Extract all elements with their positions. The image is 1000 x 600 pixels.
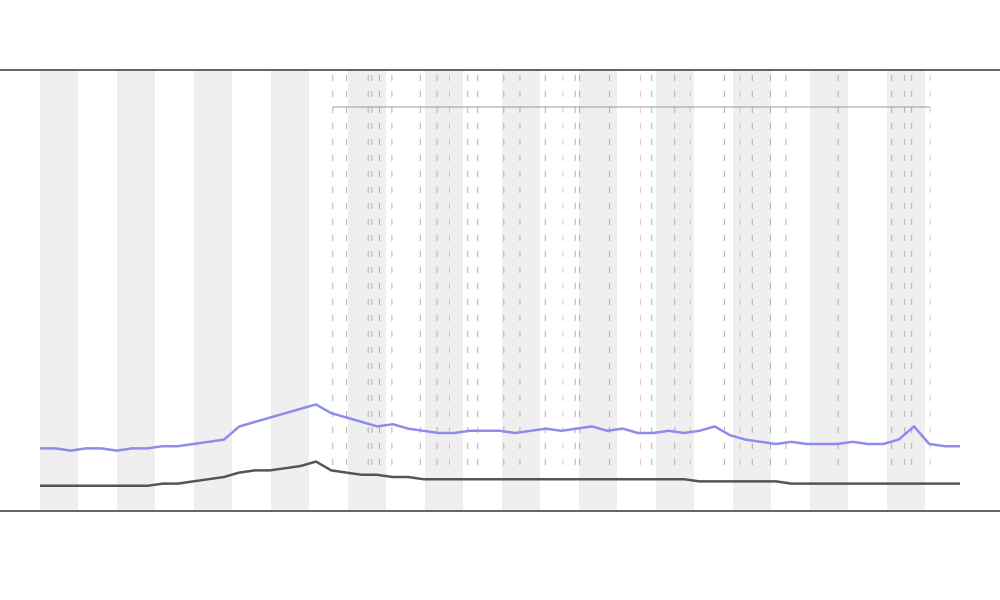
band	[348, 70, 386, 510]
background-bands	[40, 70, 925, 510]
band	[502, 70, 540, 510]
band	[271, 70, 309, 510]
series-line	[40, 403, 960, 452]
band	[887, 70, 925, 510]
band	[579, 70, 617, 510]
band	[425, 70, 463, 510]
series-line	[40, 460, 960, 488]
band	[117, 70, 155, 510]
band	[810, 70, 848, 510]
band	[40, 70, 78, 510]
